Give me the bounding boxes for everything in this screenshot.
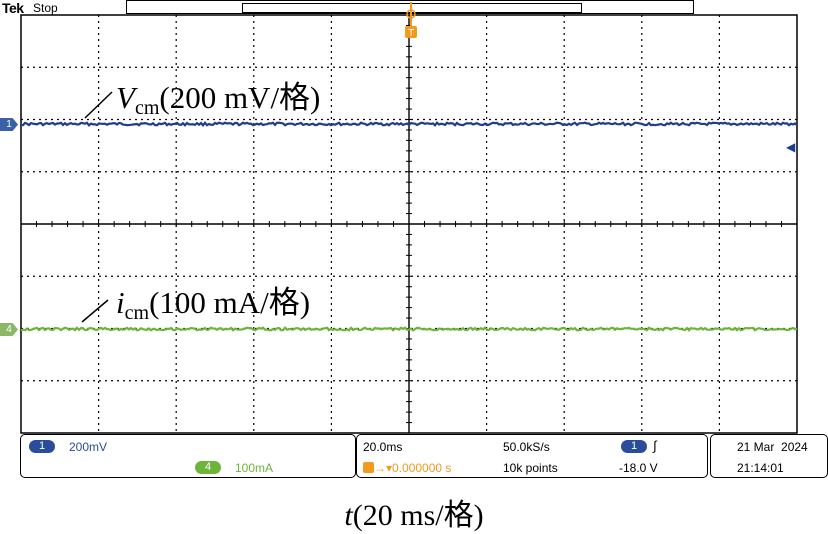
ch1-ground-marker[interactable]: 1 (0, 118, 18, 131)
ch1-scale: 200mV (69, 440, 108, 454)
run-state-label: Stop (33, 1, 58, 15)
voltage-annotation: Vcm(200 mV/格) (116, 80, 321, 119)
channel-readout-panel[interactable]: 1 200mV 4 100mA (20, 434, 356, 478)
trigger-source-badge: 1 (621, 440, 647, 453)
timebase-readout: 20.0ms (363, 440, 403, 454)
record-length-readout: 10k points (503, 461, 558, 475)
trigger-level-arrow-icon[interactable]: ◀ (786, 140, 796, 154)
trigger-delay-icon (363, 462, 374, 473)
time-readout: 21:14:01 (737, 461, 784, 475)
current-annotation-leader (81, 299, 109, 323)
current-annotation: icm(100 mA/格) (116, 285, 311, 324)
rising-edge-icon: ∫ (653, 438, 657, 453)
ch1-badge: 1 (29, 440, 55, 453)
trigger-marker-label: T (408, 28, 414, 38)
ch4-ground-marker[interactable]: 4 (0, 323, 18, 336)
date-readout: 21 Mar 2024 (737, 440, 808, 454)
time-axis-label: t(20 ms/格) (344, 499, 484, 532)
voltage-annotation-leader (84, 91, 113, 119)
date-time-panel: 21 Mar 2024 21:14:01 (710, 434, 828, 478)
trigger-position-marker[interactable]: T (404, 2, 418, 38)
ch4-scale: 100mA (235, 461, 274, 475)
sample-rate-readout: 50.0kS/s (503, 440, 550, 454)
trigger-delay-readout: →▾0.000000 s (363, 461, 451, 475)
trigger-level-readout: -18.0 V (619, 461, 658, 475)
waveform-ch1 (20, 121, 798, 127)
acquisition-readout-panel[interactable]: 20.0ms 50.0kS/s →▾0.000000 s 10k points … (356, 434, 708, 478)
ch4-badge: 4 (195, 461, 221, 474)
graticule-center-ticks (36, 24, 782, 424)
delay-arrow-icon: →▾ (374, 461, 393, 475)
brand-logo: Tek (2, 0, 24, 16)
waveform-ch4 (20, 326, 798, 332)
